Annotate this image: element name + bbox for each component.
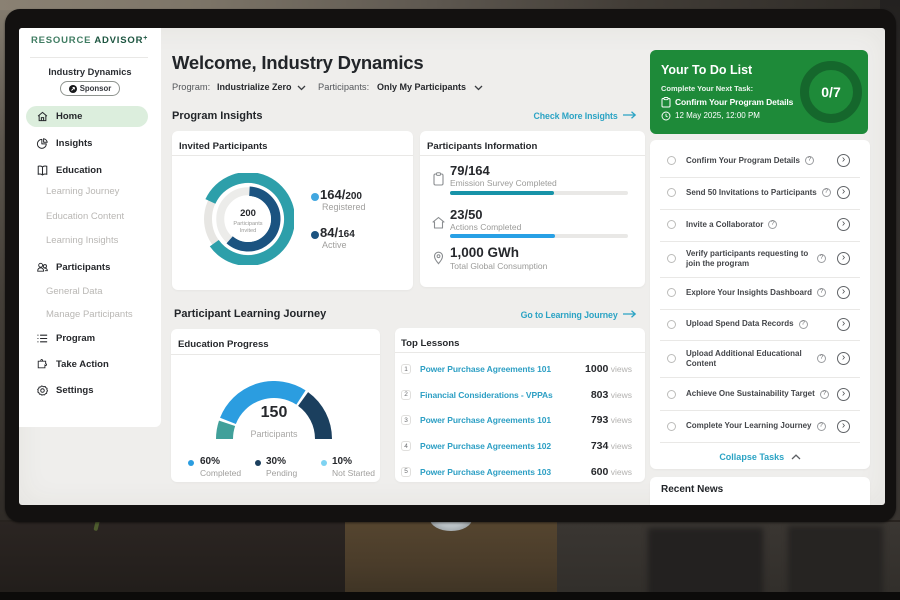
svg-text:200: 200 — [240, 208, 256, 219]
svg-text:Participants: Participants — [233, 221, 262, 227]
svg-text:Invited: Invited — [240, 228, 256, 234]
